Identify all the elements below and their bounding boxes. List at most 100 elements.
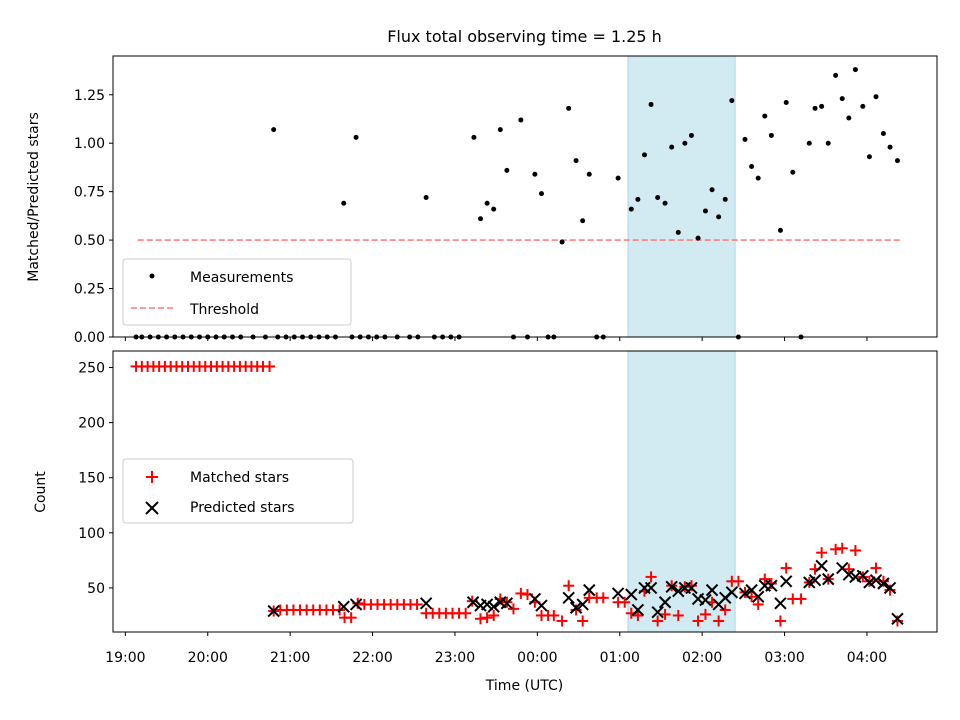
- predicted-star-point: [349, 598, 363, 611]
- measurement-point: [478, 216, 484, 222]
- predicted-star-point: [337, 600, 350, 613]
- matched-star-point: [411, 598, 423, 610]
- matched-star-point: [264, 360, 276, 372]
- measurement-point: [866, 154, 872, 160]
- measurement-point: [423, 194, 429, 200]
- matched-star-point: [672, 609, 684, 621]
- matched-star-point: [780, 562, 792, 574]
- matched-star-point: [692, 615, 704, 627]
- x-tick-label: 01:00: [600, 650, 640, 666]
- matched-star-point: [475, 613, 487, 625]
- predicted-star-point: [562, 591, 575, 605]
- measurement-point: [749, 163, 755, 169]
- ratio-legend-box: [122, 258, 352, 326]
- x-tick-label: 04:00: [847, 650, 887, 666]
- matched-star-point: [774, 615, 786, 627]
- matched-star-point: [481, 612, 493, 624]
- predicted-star-point: [583, 583, 596, 597]
- predicted-star-point: [725, 586, 739, 599]
- predicted-star-point: [651, 605, 664, 619]
- count-legend: Matched stars Predicted stars: [122, 458, 354, 524]
- count-plot-frame: [112, 350, 938, 633]
- measurement-point: [790, 169, 796, 175]
- predicted-star-point: [419, 597, 433, 610]
- measurement-point: [839, 96, 845, 102]
- predicted-star-point: [738, 587, 752, 600]
- measurement-point: [777, 227, 783, 233]
- predicted-star-point: [535, 599, 548, 612]
- predicted-star-point: [658, 596, 672, 609]
- matched-star-point: [884, 584, 896, 596]
- measurement-point: [566, 105, 572, 111]
- predicted-star-point: [576, 598, 589, 611]
- measurement-point: [722, 196, 728, 202]
- ratio-plot-frame: [112, 55, 938, 338]
- ratio-y-tick-label: 1.25: [74, 88, 105, 104]
- measurement-point: [648, 101, 654, 107]
- matched-star-point: [891, 615, 903, 627]
- measurement-point: [729, 98, 735, 104]
- count-y-tick-label: 150: [78, 471, 105, 487]
- matched-star-point: [619, 596, 631, 608]
- matched-star-point: [713, 615, 725, 627]
- legend-matched-marker: [146, 471, 158, 483]
- x-tick-label: 02:00: [682, 650, 722, 666]
- measurement-point: [783, 100, 789, 106]
- measurement-point: [742, 136, 748, 142]
- measurement-point: [559, 239, 565, 245]
- ratio-y-tick-label: 0.50: [74, 233, 105, 249]
- measurement-point: [833, 72, 839, 78]
- measurement-point: [518, 117, 524, 123]
- predicted-star-point: [625, 588, 638, 601]
- x-axis-label: Time (UTC): [485, 678, 563, 694]
- predicted-star-point: [685, 581, 698, 595]
- measurement-point: [471, 134, 477, 140]
- x-tick-label: 00:00: [517, 650, 557, 666]
- matched-star-point: [460, 607, 472, 619]
- predicted-star-point: [665, 580, 678, 594]
- measurement-point: [662, 200, 668, 206]
- matched-star-point: [816, 547, 828, 559]
- measurement-point: [682, 140, 688, 146]
- measurement-point: [532, 171, 538, 177]
- measurement-point: [271, 127, 277, 133]
- ratio-y-axis-label: Matched/Predicted stars: [26, 112, 42, 282]
- matched-star-point: [577, 615, 589, 627]
- measurement-point: [812, 105, 818, 111]
- measurement-point: [768, 132, 774, 138]
- predicted-star-point: [699, 593, 712, 607]
- count-y-tick-label: 100: [78, 526, 105, 542]
- measurement-point: [846, 115, 852, 121]
- predicted-star-point: [869, 574, 883, 587]
- count-y-axis-label: Count: [33, 471, 49, 513]
- measurement-point: [497, 127, 503, 133]
- measurement-point: [353, 134, 359, 140]
- predicted-star-point: [877, 577, 890, 590]
- matched-star-point: [836, 542, 848, 554]
- matched-star-point: [732, 575, 744, 587]
- matched-star-point: [570, 604, 582, 616]
- measurement-point: [860, 103, 866, 109]
- matched-star-point: [632, 609, 644, 621]
- predicted-star-point: [842, 568, 856, 581]
- measurement-point: [628, 206, 634, 212]
- predicted-star-point: [815, 559, 828, 573]
- matched-star-point: [659, 608, 671, 620]
- predicted-star-point: [765, 579, 778, 592]
- predicted-star-point: [672, 585, 685, 598]
- legend-predicted-marker: [145, 501, 159, 515]
- x-tick-label: 23:00: [435, 650, 475, 666]
- matched-star-point: [699, 608, 711, 620]
- measurement-point: [894, 158, 900, 164]
- predicted-star-point: [863, 576, 876, 589]
- measurement-point: [819, 103, 825, 109]
- predicted-star-point: [891, 612, 904, 625]
- predicted-star-point: [822, 572, 835, 586]
- ratio-highlight-window: [627, 55, 736, 338]
- matched-star-point: [870, 562, 882, 574]
- measurement-point: [762, 113, 768, 119]
- predicted-star-point: [487, 600, 500, 613]
- matched-star-point: [830, 543, 842, 555]
- predicted-star-point: [569, 601, 583, 614]
